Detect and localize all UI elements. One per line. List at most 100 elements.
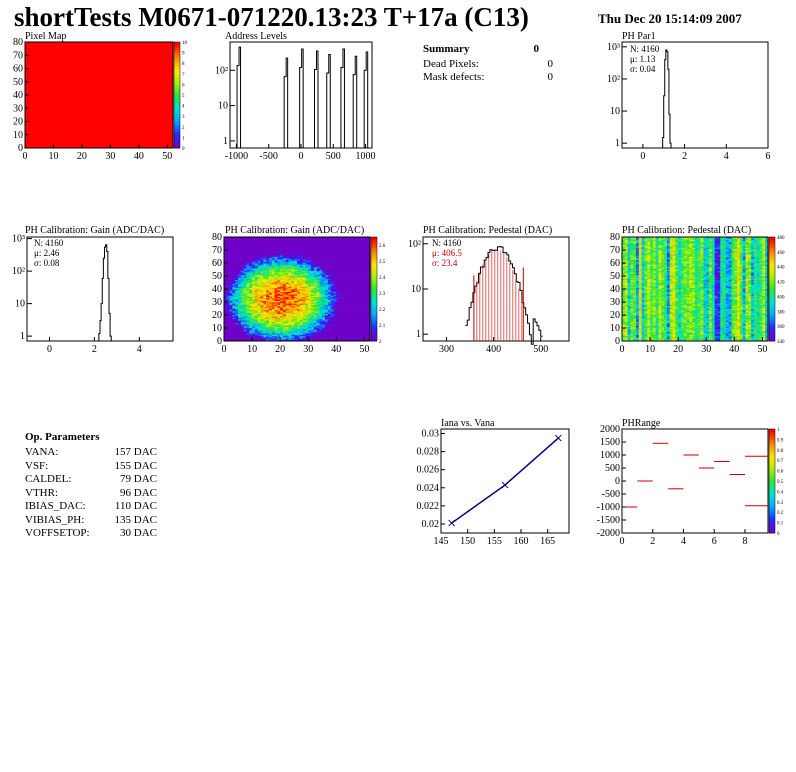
ph-pedestal-map-cell — [630, 251, 634, 253]
ph-gain-map-cell — [302, 276, 306, 278]
ph-gain-map-cell — [229, 312, 233, 314]
ph-gain-map-cell — [311, 274, 315, 277]
ph-gain-map-cell — [252, 326, 256, 329]
ph-gain-map-cell — [347, 291, 351, 294]
ph-gain-map-cell — [361, 285, 365, 287]
ph-gain-map-cell — [327, 251, 331, 253]
ph-pedestal-map-cell — [633, 265, 637, 268]
ph-pedestal-map-cell — [633, 247, 637, 249]
ph-pedestal-map-cell — [636, 333, 640, 335]
ph-pedestal-map-cell — [624, 309, 628, 312]
ph-gain-map-cell — [294, 303, 298, 305]
ph-pedestal-map-cell — [638, 291, 642, 294]
ph-gain-map-cell — [280, 279, 284, 282]
ph-gain-map-cell — [297, 307, 301, 309]
ph-gain-map-cell — [322, 305, 326, 308]
ph-gain-map-cell — [353, 308, 357, 311]
ph-gain-map-cell — [274, 250, 278, 252]
ph-gain-1d-stat: N: 4160 — [34, 238, 64, 248]
ph-gain-map-colorbar-cell — [371, 320, 377, 324]
ph-gain-map-cell — [254, 255, 258, 257]
ph-gain-map-cell — [322, 311, 326, 313]
ph-gain-map-cell — [224, 269, 228, 272]
ph-gain-map-cell — [232, 247, 236, 249]
ph-gain-map-cell — [224, 265, 228, 268]
ph-gain-map-cell — [260, 281, 264, 283]
ph-gain-map-cell — [322, 313, 326, 316]
ph-gain-map-cell — [353, 248, 357, 251]
ph-gain-map-cell — [277, 300, 281, 303]
ph-gain-map-cell — [240, 261, 244, 264]
ph-gain-map-cell — [274, 273, 278, 275]
ph-pedestal-map-cell — [627, 308, 631, 311]
ph-gain-map-cell — [358, 290, 362, 292]
ph-gain-map-cell — [302, 260, 306, 262]
ph-gain-map-cell — [288, 338, 292, 340]
ph-pedestal-map-cell — [633, 321, 637, 324]
ph-gain-map-cell — [291, 237, 295, 239]
ph-gain-map-cell — [325, 315, 329, 317]
ph-gain-map-xtick-label: 20 — [275, 344, 285, 355]
ph-pedestal-map-cell — [641, 317, 645, 320]
ph-pedestal-map-cell — [633, 298, 637, 300]
ph-gain-map-cell — [350, 265, 354, 268]
ph-pedestal-map-cell — [633, 240, 637, 243]
ph-pedestal-map-cell — [638, 313, 642, 316]
ph-gain-map-cell — [274, 331, 278, 334]
ph-gain-map-cell — [257, 244, 261, 247]
ph-gain-map-cell — [299, 289, 303, 291]
ph-gain-map-cell — [297, 295, 301, 298]
ph-gain-map-cell — [361, 255, 365, 257]
ph-pedestal-map-cell — [630, 272, 634, 274]
ph-gain-map-cell — [252, 316, 256, 318]
ph-gain-map-cell — [353, 283, 357, 286]
ph-gain-map-cell — [277, 260, 281, 262]
ph-gain-map-cell — [246, 273, 250, 275]
ph-gain-map-cell — [282, 242, 287, 244]
ph-gain-map-cell — [341, 239, 346, 242]
ph-gain-map-cell — [344, 308, 348, 311]
ph-gain-map-cell — [339, 279, 343, 282]
ph-pedestal-map-cell — [633, 335, 637, 338]
ph-gain-map-cell — [353, 259, 357, 261]
ph-pedestal-map-cell — [624, 281, 628, 283]
ph-pedestal-map-cell — [627, 338, 631, 340]
ph-gain-map-cell — [316, 311, 320, 313]
ph-gain-map-cell — [344, 311, 348, 313]
ph-gain-map-cell — [224, 316, 228, 318]
ph-gain-map-cell — [350, 261, 354, 264]
ph-gain-map-cell — [294, 281, 298, 283]
ph-gain-map-cell — [243, 265, 247, 268]
ph-gain-map-cell — [344, 298, 348, 300]
ph-gain-map-cell — [246, 302, 250, 304]
ph-gain-map-cell — [232, 328, 236, 330]
ph-gain-map-cell — [240, 279, 244, 282]
ph-gain-map-cell — [344, 277, 348, 279]
ph-gain-map-cell — [353, 270, 357, 273]
ph-gain-map-cell — [347, 311, 351, 313]
address-levels-xtick-label: 500 — [326, 151, 341, 162]
ph-gain-map-xtick-label: 50 — [359, 344, 369, 355]
ph-pedestal-map-cell — [630, 299, 634, 301]
ph-gain-map-cell — [364, 274, 368, 277]
ph-gain-map-cell — [274, 256, 278, 259]
ph-gain-map-cell — [263, 300, 267, 303]
ph-gain-map-cell — [235, 255, 239, 257]
ph-gain-map-cell — [305, 334, 309, 337]
ph-gain-map-cell — [364, 263, 368, 265]
ph-gain-map-cell — [294, 246, 298, 248]
ph-gain-map-cell — [291, 320, 295, 322]
ph-gain-map-cell — [319, 259, 323, 261]
ph-gain-map-cell — [319, 312, 323, 314]
ph-gain-map-cell — [341, 255, 346, 257]
ph-gain-map-cell — [246, 311, 250, 313]
ph-gain-map-cell — [319, 331, 323, 334]
ph-gain-map-cell — [257, 337, 261, 339]
ph-gain-map-cell — [280, 261, 284, 264]
ph-gain-map-cell — [347, 281, 351, 283]
ph-gain-map-cell — [308, 315, 312, 317]
ph-gain-map-cell — [355, 287, 360, 290]
ph-gain-map-cell — [252, 337, 256, 339]
ph-gain-map-cell — [277, 318, 281, 321]
ph-gain-map-cell — [232, 274, 236, 277]
